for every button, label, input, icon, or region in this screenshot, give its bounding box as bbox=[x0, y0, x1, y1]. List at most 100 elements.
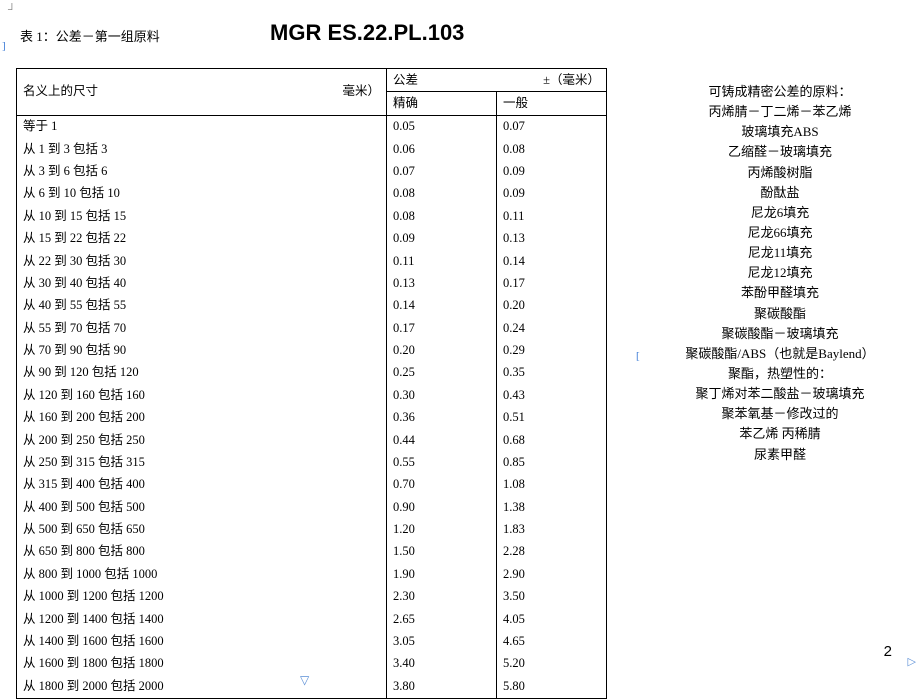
material-item: 丙烯酸树脂 bbox=[655, 163, 905, 183]
table-row: 从 1600 到 1800 包括 18003.405.20 bbox=[17, 653, 607, 675]
cell-general: 0.68 bbox=[497, 429, 607, 451]
cell-dimension: 从 800 到 1000 包括 1000 bbox=[17, 563, 387, 585]
cell-precise: 3.40 bbox=[387, 653, 497, 675]
material-item: 尼龙12填充 bbox=[655, 263, 905, 283]
material-item: 乙缩醛－玻璃填充 bbox=[655, 142, 905, 162]
material-item: 聚碳酸酯－玻璃填充 bbox=[655, 324, 905, 344]
material-item: 聚酯，热塑性的： bbox=[655, 364, 905, 384]
table-row: 从 30 到 40 包括 400.130.17 bbox=[17, 272, 607, 294]
table-row: 从 1 到 3 包括 30.060.08 bbox=[17, 138, 607, 160]
table-row: 从 200 到 250 包括 2500.440.68 bbox=[17, 429, 607, 451]
cell-precise: 1.20 bbox=[387, 519, 497, 541]
cell-precise: 2.30 bbox=[387, 586, 497, 608]
th-nominal-unit: 毫米） bbox=[342, 82, 380, 101]
cell-general: 0.08 bbox=[497, 138, 607, 160]
cell-dimension: 从 315 到 400 包括 400 bbox=[17, 474, 387, 496]
cell-general: 0.09 bbox=[497, 183, 607, 205]
table-row: 从 1800 到 2000 包括 20003.805.80 bbox=[17, 675, 607, 698]
cell-general: 0.20 bbox=[497, 295, 607, 317]
table-row: 从 400 到 500 包括 5000.901.38 bbox=[17, 496, 607, 518]
table-row: 从 160 到 200 包括 2000.360.51 bbox=[17, 407, 607, 429]
material-item: 苯乙烯 丙稀腈 bbox=[655, 424, 905, 444]
material-item: 尼龙6填充 bbox=[655, 203, 905, 223]
table-caption: 表 1：公差－第一组原料 bbox=[20, 26, 160, 45]
material-item: 聚丁烯对苯二酸盐－玻璃填充 bbox=[655, 384, 905, 404]
cell-dimension: 从 1600 到 1800 包括 1800 bbox=[17, 653, 387, 675]
slide-arrow-right-icon: ▷ bbox=[908, 655, 916, 668]
th-tol-unit: ±（毫米） bbox=[543, 71, 600, 90]
cell-precise: 0.05 bbox=[387, 115, 497, 138]
cell-dimension: 从 1 到 3 包括 3 bbox=[17, 138, 387, 160]
cell-general: 0.35 bbox=[497, 362, 607, 384]
th-tol-label: 公差 bbox=[393, 71, 418, 90]
table-row: 等于 10.050.07 bbox=[17, 115, 607, 138]
cell-dimension: 从 55 到 70 包括 70 bbox=[17, 317, 387, 339]
corner-mark: ┘ bbox=[8, 4, 16, 16]
cell-precise: 0.11 bbox=[387, 250, 497, 272]
table-row: 从 500 到 650 包括 6501.201.83 bbox=[17, 519, 607, 541]
cell-dimension: 从 70 到 90 包括 90 bbox=[17, 340, 387, 362]
cell-general: 0.09 bbox=[497, 161, 607, 183]
cell-general: 2.28 bbox=[497, 541, 607, 563]
th-general: 一般 bbox=[497, 92, 607, 115]
cell-general: 0.14 bbox=[497, 250, 607, 272]
cell-general: 2.90 bbox=[497, 563, 607, 585]
right-bracket-mark: [ bbox=[636, 350, 640, 362]
cell-general: 0.29 bbox=[497, 340, 607, 362]
table-row: 从 90 到 120 包括 1200.250.35 bbox=[17, 362, 607, 384]
table-row: 从 10 到 15 包括 150.080.11 bbox=[17, 205, 607, 227]
cell-precise: 0.08 bbox=[387, 183, 497, 205]
cell-general: 3.50 bbox=[497, 586, 607, 608]
cell-precise: 0.25 bbox=[387, 362, 497, 384]
table-row: 从 250 到 315 包括 3150.550.85 bbox=[17, 451, 607, 473]
cell-precise: 1.90 bbox=[387, 563, 497, 585]
cell-precise: 0.70 bbox=[387, 474, 497, 496]
materials-panel: 可铸成精密公差的原料： 丙烯腈－丁二烯－苯乙烯玻璃填充ABS乙缩醛－玻璃填充丙烯… bbox=[655, 82, 905, 465]
document-title: MGR ES.22.PL.103 bbox=[270, 20, 464, 46]
tolerance-table: 名义上的尺寸 毫米） 公差 ±（毫米） 精确 一般 等于 10.050.07从 … bbox=[16, 68, 607, 699]
table-row: 从 40 到 55 包括 550.140.20 bbox=[17, 295, 607, 317]
table-row: 从 650 到 800 包括 8001.502.28 bbox=[17, 541, 607, 563]
material-item: 酚酞盐 bbox=[655, 183, 905, 203]
table-row: 从 1400 到 1600 包括 16003.054.65 bbox=[17, 630, 607, 652]
table-row: 从 70 到 90 包括 900.200.29 bbox=[17, 340, 607, 362]
cell-dimension: 从 40 到 55 包括 55 bbox=[17, 295, 387, 317]
left-bracket-mark: ] bbox=[2, 40, 6, 52]
cell-precise: 3.80 bbox=[387, 675, 497, 698]
table-row: 从 55 到 70 包括 700.170.24 bbox=[17, 317, 607, 339]
cell-precise: 2.65 bbox=[387, 608, 497, 630]
slide-arrow-down-icon: ▽ bbox=[300, 673, 309, 688]
table-row: 从 315 到 400 包括 4000.701.08 bbox=[17, 474, 607, 496]
cell-dimension: 从 250 到 315 包括 315 bbox=[17, 451, 387, 473]
cell-precise: 0.06 bbox=[387, 138, 497, 160]
cell-precise: 0.20 bbox=[387, 340, 497, 362]
material-item: 聚苯氧基－修改过的 bbox=[655, 404, 905, 424]
cell-precise: 0.36 bbox=[387, 407, 497, 429]
cell-general: 5.80 bbox=[497, 675, 607, 698]
cell-precise: 0.09 bbox=[387, 228, 497, 250]
cell-precise: 0.14 bbox=[387, 295, 497, 317]
th-tolerance: 公差 ±（毫米） bbox=[387, 69, 607, 92]
cell-general: 0.24 bbox=[497, 317, 607, 339]
table-row: 从 22 到 30 包括 300.110.14 bbox=[17, 250, 607, 272]
cell-precise: 0.08 bbox=[387, 205, 497, 227]
material-item: 尼龙11填充 bbox=[655, 243, 905, 263]
cell-dimension: 从 6 到 10 包括 10 bbox=[17, 183, 387, 205]
material-item: 尼龙66填充 bbox=[655, 223, 905, 243]
cell-general: 1.38 bbox=[497, 496, 607, 518]
cell-dimension: 从 160 到 200 包括 200 bbox=[17, 407, 387, 429]
header: 表 1：公差－第一组原料 MGR ES.22.PL.103 bbox=[0, 20, 920, 50]
cell-dimension: 等于 1 bbox=[17, 115, 387, 138]
cell-precise: 3.05 bbox=[387, 630, 497, 652]
cell-general: 5.20 bbox=[497, 653, 607, 675]
table-row: 从 120 到 160 包括 1600.300.43 bbox=[17, 384, 607, 406]
th-precise: 精确 bbox=[387, 92, 497, 115]
table-row: 从 3 到 6 包括 60.070.09 bbox=[17, 161, 607, 183]
cell-general: 0.51 bbox=[497, 407, 607, 429]
cell-dimension: 从 500 到 650 包括 650 bbox=[17, 519, 387, 541]
cell-dimension: 从 400 到 500 包括 500 bbox=[17, 496, 387, 518]
cell-dimension: 从 1400 到 1600 包括 1600 bbox=[17, 630, 387, 652]
table-row: 从 6 到 10 包括 100.080.09 bbox=[17, 183, 607, 205]
cell-dimension: 从 15 到 22 包括 22 bbox=[17, 228, 387, 250]
cell-general: 0.13 bbox=[497, 228, 607, 250]
